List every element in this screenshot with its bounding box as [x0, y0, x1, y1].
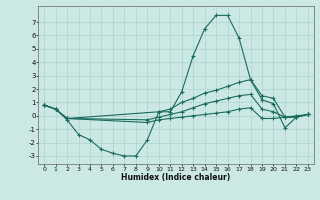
X-axis label: Humidex (Indice chaleur): Humidex (Indice chaleur) — [121, 173, 231, 182]
